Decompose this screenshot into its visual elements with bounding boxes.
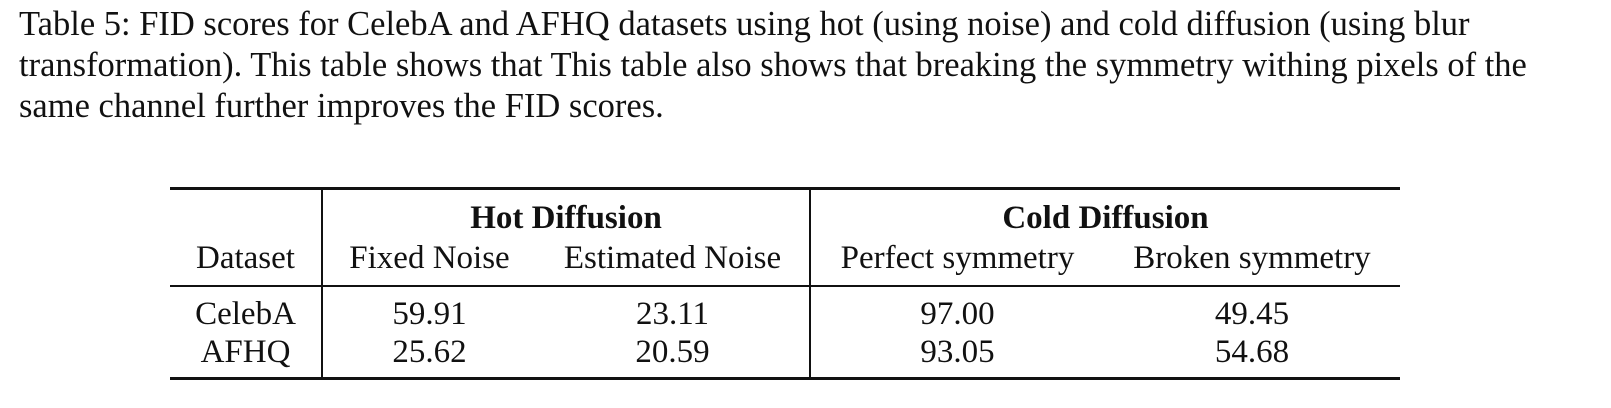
dataset-cell: AFHQ [170, 333, 323, 380]
perfect-symmetry-cell: 97.00 [810, 285, 1104, 333]
table-row: CelebA 59.91 23.11 97.00 49.45 [170, 285, 1400, 333]
dataset-cell: CelebA [170, 285, 323, 333]
table-row: AFHQ 25.62 20.59 93.05 54.68 [170, 333, 1400, 380]
dataset-column-header: Dataset [170, 239, 323, 286]
broken-symmetry-cell: 49.45 [1104, 285, 1400, 333]
perfect-symmetry-column-header: Perfect symmetry [840, 240, 1075, 276]
group-header-row: Hot Diffusion Cold Diffusion [170, 187, 1400, 239]
fixed-noise-cell: 25.62 [322, 333, 536, 380]
estimated-noise-cell: 20.59 [536, 333, 811, 380]
perfect-symmetry-cell: 93.05 [810, 333, 1104, 380]
fid-scores-table: Hot Diffusion Cold Diffusion Dataset Fix… [170, 187, 1400, 380]
column-header-row: Dataset Fixed Noise Estimated Noise Perf… [170, 239, 1400, 286]
cold-diffusion-header: Cold Diffusion [809, 187, 1400, 239]
broken-symmetry-cell: 54.68 [1104, 333, 1400, 380]
fid-table-container: Hot Diffusion Cold Diffusion Dataset Fix… [170, 187, 1400, 380]
fixed-noise-cell: 59.91 [322, 285, 536, 333]
broken-symmetry-column-header: Broken symmetry [1133, 240, 1371, 276]
fixed-noise-column-header: Fixed Noise [349, 240, 510, 276]
empty-header-cell [170, 187, 323, 239]
hot-diffusion-header: Hot Diffusion [322, 187, 810, 239]
estimated-noise-column-header: Estimated Noise [536, 239, 811, 286]
table-caption: Table 5: FID scores for CelebA and AFHQ … [19, 5, 1527, 125]
estimated-noise-cell: 23.11 [536, 285, 811, 333]
